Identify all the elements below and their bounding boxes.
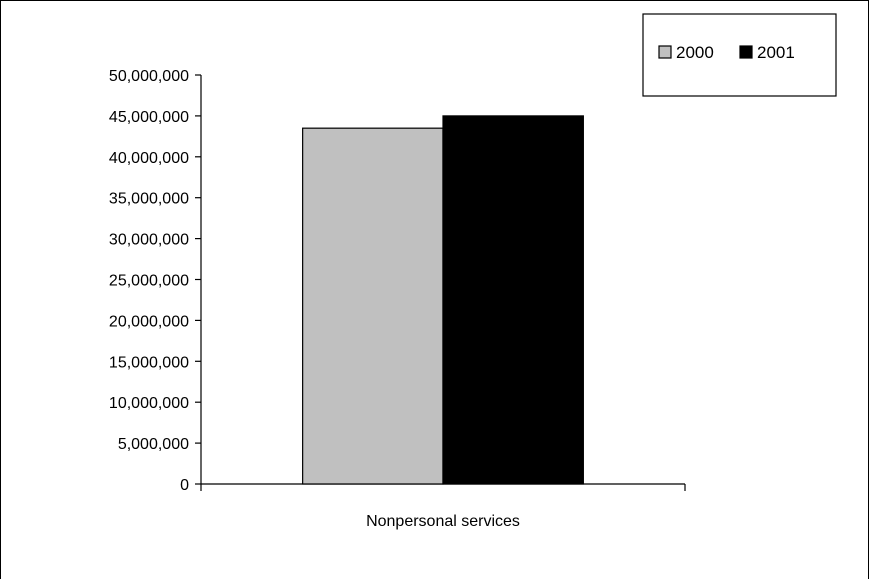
- legend-label-2000: 2000: [676, 43, 714, 62]
- legend: 2000 2001: [642, 13, 837, 97]
- bars: [302, 115, 584, 485]
- y-tick-label: 45,000,000: [109, 109, 189, 126]
- y-tick-label: 35,000,000: [109, 191, 189, 208]
- legend-swatch-2000: [658, 45, 672, 59]
- legend-label-2001: 2001: [757, 43, 795, 62]
- y-tick-label: 40,000,000: [109, 150, 189, 167]
- y-tick-label: 30,000,000: [109, 232, 189, 249]
- bar-2000: [302, 127, 444, 485]
- legend-swatch-2001: [739, 45, 753, 59]
- y-tick-label: 50,000,000: [109, 68, 189, 85]
- y-tick-label: 5,000,000: [118, 436, 189, 453]
- bar-2001: [442, 115, 584, 485]
- y-tick-label: 15,000,000: [109, 354, 189, 371]
- y-tick-label: 0: [180, 477, 189, 494]
- y-tick-label: 20,000,000: [109, 313, 189, 330]
- axes: 0 5,000,000 10,000,000 15,000,000 20,000,000…: [109, 68, 686, 494]
- x-tick-label: Nonpersonal services: [366, 513, 520, 530]
- y-tick-label: 25,000,000: [109, 273, 189, 290]
- x-tick-labels: Nonpersonal services: [366, 513, 520, 530]
- y-tick-label: 10,000,000: [109, 395, 189, 412]
